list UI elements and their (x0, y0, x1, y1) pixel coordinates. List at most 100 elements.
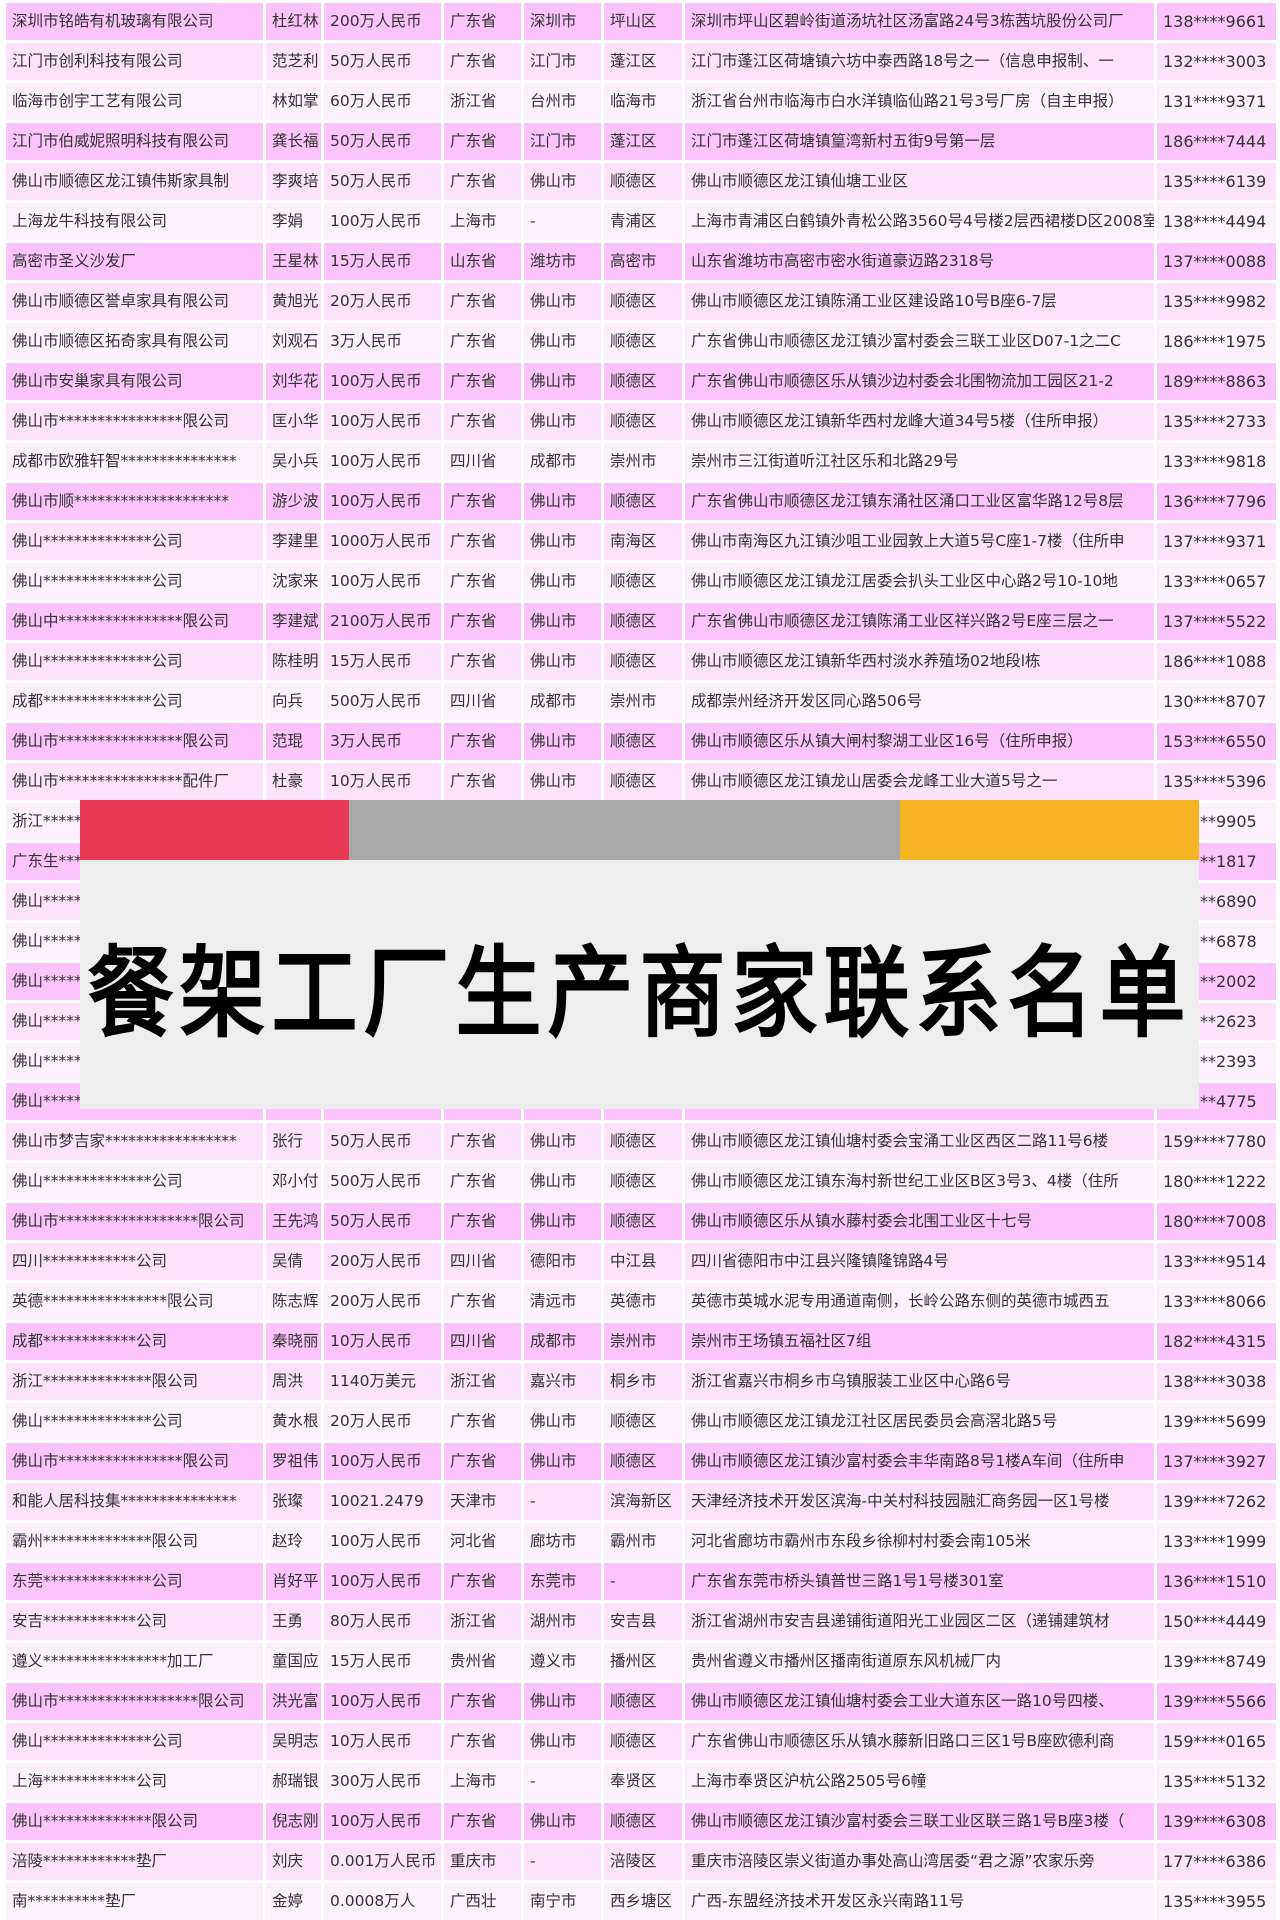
company-cell: 涪陵************垫厂 (6, 1843, 263, 1880)
contact-cell: 吴小兵 (266, 443, 321, 480)
contact-cell: 王先鸿 (266, 1203, 321, 1240)
phone-cell: 137****5522 (1157, 603, 1276, 640)
province-cell: 广东省 (444, 1563, 521, 1600)
phone-cell: 139****5699 (1157, 1403, 1276, 1440)
province-cell: 广东省 (444, 163, 521, 200)
city-cell: 佛山市 (524, 483, 601, 520)
address-cell: 佛山市南海区九江镇沙咀工业园敦上大道5号C座1-7楼（住所申 (685, 523, 1154, 560)
table-row: 霸州**************限公司 赵玲 100万人民币 河北省 廊坊市 霸州市 河北省… (6, 1523, 1278, 1560)
contact-cell: 刘庆 (266, 1843, 321, 1880)
address-cell: 佛山市顺德区龙江镇仙塘村委会工业大道东区一路10号四楼、 (685, 1683, 1154, 1720)
contact-cell: 向兵 (266, 683, 321, 720)
company-cell: 成都市欧雅轩智*************** (6, 443, 263, 480)
address-cell: 贵州省遵义市播州区播南街道原东风机械厂内 (685, 1643, 1154, 1680)
contact-cell: 邓小付 (266, 1163, 321, 1200)
province-cell: 广东省 (444, 3, 521, 40)
table-row: 佛山**************公司 李建里 1000万人民币 广东省 佛山市 南海区 佛山… (6, 523, 1278, 560)
table-row: 成都市欧雅轩智*************** 吴小兵 100万人民币 四川省 成都市 崇州… (6, 443, 1278, 480)
contact-cell: 王勇 (266, 1603, 321, 1640)
company-cell: 佛山市顺德区拓奇家具有限公司 (6, 323, 263, 360)
capital-cell: 10万人民币 (324, 1723, 441, 1760)
contact-cell: 吴明志 (266, 1723, 321, 1760)
address-cell: 佛山市顺德区龙江镇东海村新世纪工业区B区3号3、4楼（住所 (685, 1163, 1154, 1200)
address-cell: 浙江省湖州市安吉县递铺街道阳光工业园区二区（递铺建筑材 (685, 1603, 1154, 1640)
district-cell: 顺德区 (604, 363, 682, 400)
capital-cell: 10021.2479 (324, 1483, 441, 1520)
address-cell: 江门市蓬江区荷塘镇六坊中泰西路18号之一（信息申报制、一 (685, 43, 1154, 80)
district-cell: 顺德区 (604, 603, 682, 640)
table-row: 佛山市****************限公司 匡小华 100万人民币 广东省 佛山市 顺德… (6, 403, 1278, 440)
city-cell: 南宁市 (524, 1883, 601, 1920)
capital-cell: 50万人民币 (324, 1123, 441, 1160)
district-cell: 桐乡市 (604, 1363, 682, 1400)
contact-cell: 林如掌 (266, 83, 321, 120)
phone-cell: 186****7444 (1157, 123, 1276, 160)
province-cell: 四川省 (444, 1323, 521, 1360)
company-cell: 佛山**************公司 (6, 1163, 263, 1200)
table-row: 遵义****************加工厂 童国应 15万人民币 贵州省 遵义市 播州区贵… (6, 1643, 1278, 1680)
phone-cell: 159****7780 (1157, 1123, 1276, 1160)
address-cell: 崇州市王场镇五福社区7组 (685, 1323, 1154, 1360)
address-cell: 广东省佛山市顺德区龙江镇陈涌工业区祥兴路2号E座三层之一 (685, 603, 1154, 640)
table-row: 佛山市顺德区誉卓家具有限公司 黄旭光 20万人民币 广东省 佛山市 顺德区 佛山市顺德区龙江… (6, 283, 1278, 320)
city-cell: 成都市 (524, 683, 601, 720)
company-cell: 佛山市梦吉家***************** (6, 1123, 263, 1160)
contact-cell: 童国应 (266, 1643, 321, 1680)
address-cell: 浙江省台州市临海市白水洋镇临仙路21号3号厂房（自主申报） (685, 83, 1154, 120)
province-cell: 重庆市 (444, 1843, 521, 1880)
province-cell: 浙江省 (444, 1603, 521, 1640)
phone-cell: 139****6308 (1157, 1803, 1276, 1840)
table-row: 南**********垫厂 金婷 0.0008万人 广西壮 南宁市 西乡塘区 广西-东盟经济… (6, 1883, 1278, 1920)
city-cell: 佛山市 (524, 1123, 601, 1160)
capital-cell: 200万人民币 (324, 1283, 441, 1320)
district-cell: 播州区 (604, 1643, 682, 1680)
city-cell: 佛山市 (524, 723, 601, 760)
district-cell: 中江县 (604, 1243, 682, 1280)
city-cell: 东莞市 (524, 1563, 601, 1600)
district-cell: 蓬江区 (604, 43, 682, 80)
table-row: 成都**************公司 向兵 500万人民币 四川省 成都市 崇州市 成都崇州… (6, 683, 1278, 720)
district-cell: 顺德区 (604, 563, 682, 600)
capital-cell: 80万人民币 (324, 1603, 441, 1640)
banner-title: 餐架工厂生产商家联系名单 (87, 936, 1192, 1052)
province-cell: 广东省 (444, 1163, 521, 1200)
table-row: 佛山**************公司 吴明志 10万人民币 广东省 佛山市 顺德区 广东省佛… (6, 1723, 1278, 1760)
capital-cell: 100万人民币 (324, 563, 441, 600)
capital-cell: 10万人民币 (324, 763, 441, 800)
capital-cell: 20万人民币 (324, 283, 441, 320)
company-cell: 佛山**************公司 (6, 523, 263, 560)
address-cell: 深圳市坪山区碧岭街道汤坑社区汤富路24号3栋茜坑股份公司厂 (685, 3, 1154, 40)
contact-cell: 赵玲 (266, 1523, 321, 1560)
capital-cell: 10万人民币 (324, 1323, 441, 1360)
contact-cell: 李建里 (266, 523, 321, 560)
company-cell: 佛山市顺德区龙江镇伟斯家具制 (6, 163, 263, 200)
table-row: 江门市创利科技有限公司 范芝利 50万人民币 广东省 江门市 蓬江区 江门市蓬江区荷塘镇六坊… (6, 43, 1278, 80)
capital-cell: 60万人民币 (324, 83, 441, 120)
province-cell: 广东省 (444, 643, 521, 680)
province-cell: 广东省 (444, 1203, 521, 1240)
capital-cell: 100万人民币 (324, 203, 441, 240)
phone-cell: 137****3927 (1157, 1443, 1276, 1480)
province-cell: 广东省 (444, 1723, 521, 1760)
district-cell: 顺德区 (604, 1163, 682, 1200)
district-cell: 坪山区 (604, 3, 682, 40)
city-cell: 佛山市 (524, 1803, 601, 1840)
table-row: 佛山中****************限公司 李建斌 2100万人民币 广东省 佛山市顺… (6, 603, 1278, 640)
contact-cell: 范芝利 (266, 43, 321, 80)
city-cell: - (524, 203, 601, 240)
capital-cell: 100万人民币 (324, 1523, 441, 1560)
city-cell: - (524, 1763, 601, 1800)
capital-cell: 3万人民币 (324, 723, 441, 760)
address-cell: 广东省佛山市顺德区龙江镇东涌社区涌口工业区富华路12号8层 (685, 483, 1154, 520)
contact-cell: 金婷 (266, 1883, 321, 1920)
district-cell: 顺德区 (604, 323, 682, 360)
province-cell: 广东省 (444, 283, 521, 320)
banner-gray-bar (349, 800, 900, 860)
contact-cell: 游少波 (266, 483, 321, 520)
city-cell: 嘉兴市 (524, 1363, 601, 1400)
district-cell: 顺德区 (604, 1443, 682, 1480)
address-cell: 佛山市顺德区乐从镇大闸村黎湖工业区16号（住所申报） (685, 723, 1154, 760)
city-cell: 潍坊市 (524, 243, 601, 280)
city-cell: 遵义市 (524, 1643, 601, 1680)
phone-cell: 135****5396 (1157, 763, 1276, 800)
